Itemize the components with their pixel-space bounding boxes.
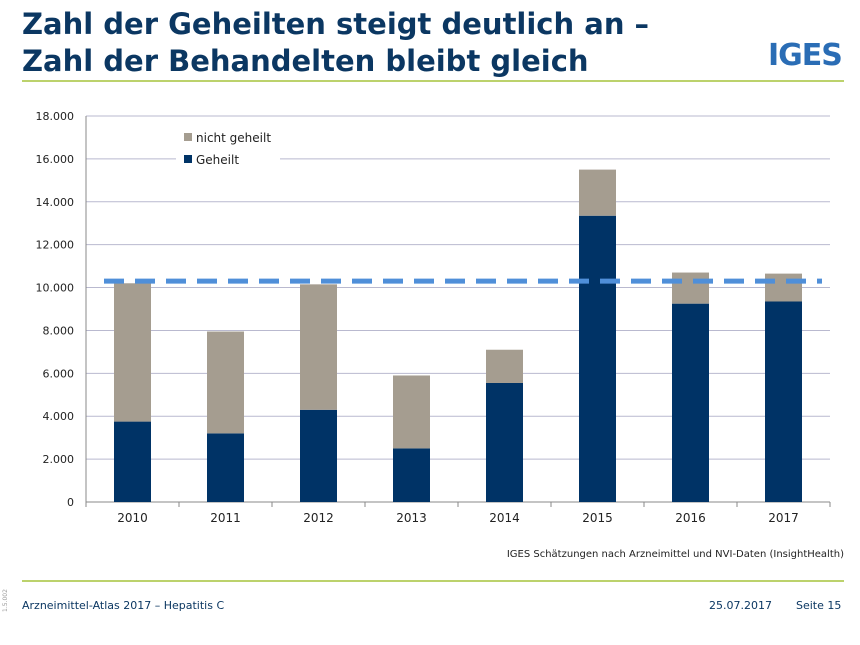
stacked-bar-chart: 0 2.000 4.000 6.000 8.000 10.000 12.000 14.000 1…	[36, 110, 831, 525]
x-tick-label: 2015	[582, 511, 613, 525]
footer-divider	[22, 580, 844, 582]
legend-background	[176, 121, 280, 165]
y-tick-label: 4.000	[43, 410, 75, 423]
bar-nicht-geheilt-2016	[672, 272, 709, 304]
footer-page-number: Seite 15	[796, 599, 842, 612]
legend-label: nicht geheilt	[196, 131, 271, 145]
footer-document-title: Arzneimittel-Atlas 2017 – Hepatitis C	[22, 599, 225, 612]
bar-nicht-geheilt-2015	[579, 169, 616, 216]
legend-swatch-geheilt	[184, 155, 192, 163]
bar-nicht-geheilt-2010	[114, 283, 151, 422]
x-tick-label: 2017	[768, 511, 799, 525]
bar-geheilt-2017	[765, 301, 802, 502]
y-tick-label: 12.000	[36, 239, 75, 252]
x-tick-label: 2014	[489, 511, 520, 525]
iges-logo: IGES	[768, 38, 843, 73]
x-tick-label: 2013	[396, 511, 427, 525]
y-tick-label: 6.000	[43, 367, 75, 380]
footer-date: 25.07.2017	[709, 599, 772, 612]
legend-label: Geheilt	[196, 153, 239, 167]
bar-geheilt-2011	[207, 433, 244, 502]
bar-nicht-geheilt-2017	[765, 273, 802, 302]
header-divider	[22, 80, 844, 82]
bar-geheilt-2014	[486, 382, 523, 502]
bar-nicht-geheilt-2012	[300, 284, 337, 410]
slide-title-line-2: Zahl der Behandelten bleibt gleich	[22, 44, 589, 78]
bar-geheilt-2016	[672, 303, 709, 502]
slide-title: Zahl der Geheilten steigt deutlich an – …	[22, 6, 649, 80]
slide-title-line-1: Zahl der Geheilten steigt deutlich an –	[22, 7, 650, 41]
y-tick-label: 14.000	[36, 196, 75, 209]
legend-swatch-nicht-geheilt	[184, 133, 192, 141]
x-tick-label: 2012	[303, 511, 334, 525]
bar-geheilt-2012	[300, 409, 337, 502]
bar-geheilt-2010	[114, 421, 151, 502]
source-note: IGES Schätzungen nach Arzneimittel und N…	[506, 549, 844, 560]
y-tick-label: 8.000	[43, 324, 75, 337]
y-tick-label: 0	[67, 496, 74, 509]
x-tick-label: 2010	[117, 511, 148, 525]
bar-nicht-geheilt-2014	[486, 349, 523, 383]
x-tick-label: 2016	[675, 511, 706, 525]
bar-nicht-geheilt-2013	[393, 375, 430, 449]
bar-nicht-geheilt-2011	[207, 331, 244, 434]
bar-geheilt-2013	[393, 448, 430, 502]
bar-geheilt-2015	[579, 215, 616, 502]
x-tick-label: 2011	[210, 511, 241, 525]
slide-code: 1.5.002	[2, 589, 9, 612]
y-tick-label: 18.000	[36, 110, 75, 123]
y-tick-label: 10.000	[36, 282, 75, 295]
y-tick-label: 16.000	[36, 153, 75, 166]
y-tick-label: 2.000	[43, 453, 75, 466]
